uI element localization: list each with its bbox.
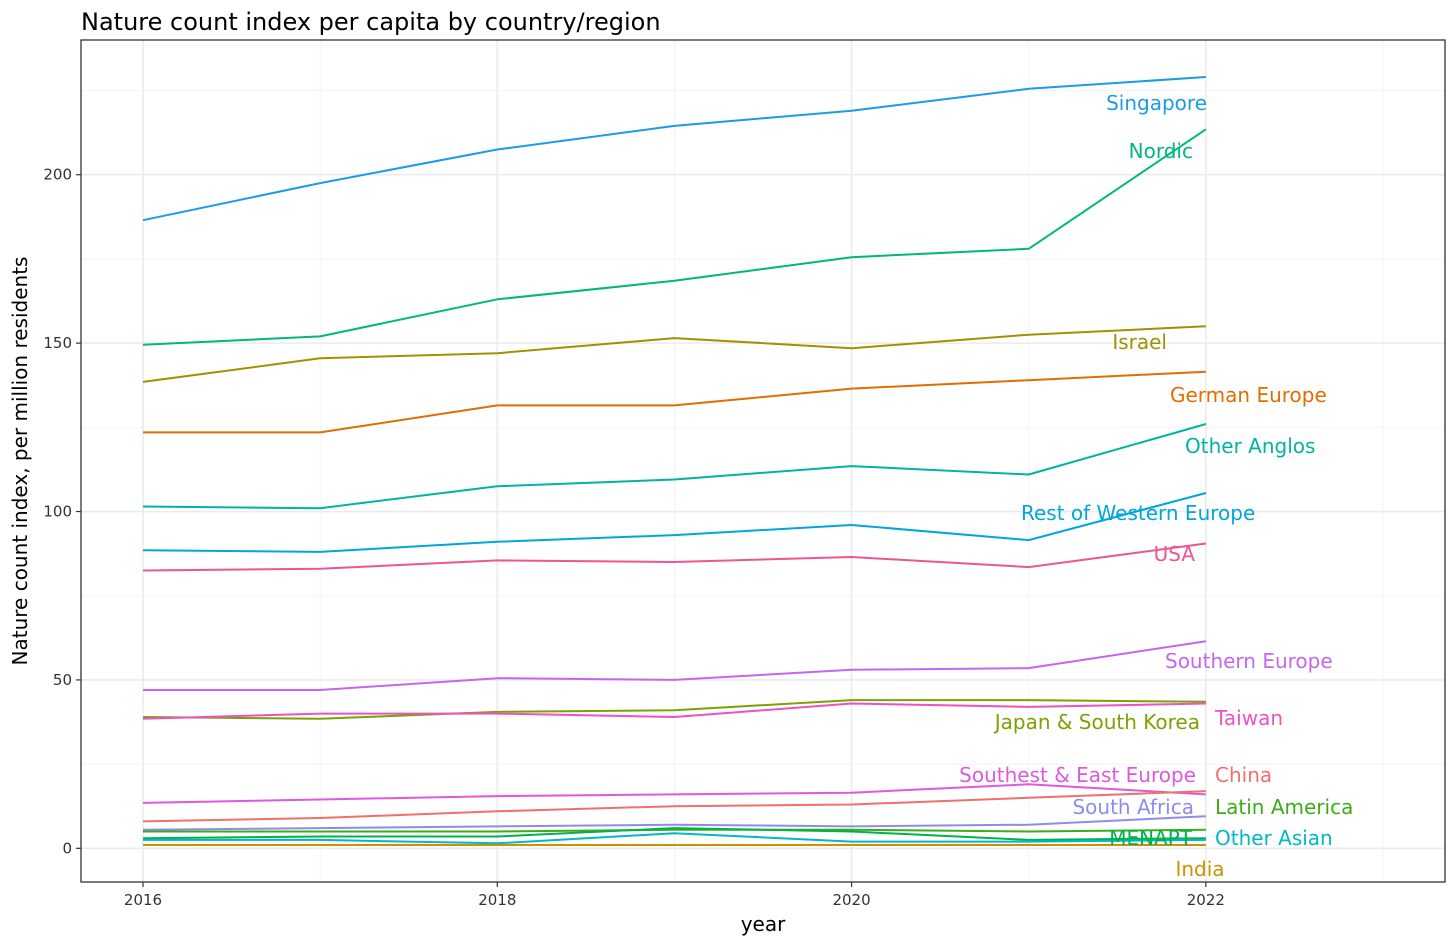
x-tick-label: 2020 xyxy=(832,891,870,909)
series-line xyxy=(142,325,1206,383)
series-label: Taiwan xyxy=(1214,706,1283,730)
series-line xyxy=(142,827,1206,841)
y-tick-label: 50 xyxy=(53,671,72,689)
y-tick-label: 0 xyxy=(62,839,72,857)
series-labels: Singapore Nordic Israel German Europe Other … xyxy=(959,91,1353,881)
series-label: MENAPT xyxy=(1109,826,1193,850)
x-tick-label: 2022 xyxy=(1187,891,1225,909)
y-tick-label: 100 xyxy=(43,503,72,521)
series-label: Singapore xyxy=(1106,91,1207,115)
series-line xyxy=(142,790,1206,823)
series-line xyxy=(143,640,1207,691)
series-label: Other Asian xyxy=(1215,826,1333,850)
series-line xyxy=(142,423,1207,510)
series-line xyxy=(143,370,1206,434)
series-label: Latin America xyxy=(1215,795,1353,819)
series-line xyxy=(142,128,1207,346)
series-line xyxy=(142,699,1206,720)
series-label: Nordic xyxy=(1129,139,1193,163)
series-line xyxy=(142,783,1206,804)
series-line xyxy=(143,832,1206,845)
series-label: USA xyxy=(1154,542,1196,566)
series-lines xyxy=(142,76,1207,846)
series-line xyxy=(142,542,1207,572)
plot-panel xyxy=(81,40,1445,882)
series-label: Rest of Western Europe xyxy=(1021,501,1255,525)
series-label: Japan & South Korea xyxy=(993,710,1200,734)
y-tick-label: 150 xyxy=(43,334,72,352)
series-label: German Europe xyxy=(1170,383,1327,407)
series-line xyxy=(143,828,1206,833)
series-line xyxy=(142,702,1206,720)
x-axis: 2016 2018 2020 2022 xyxy=(124,882,1225,909)
chart-title: Nature count index per capita by country… xyxy=(81,8,661,36)
y-axis-title: Nature count index, per million resident… xyxy=(8,257,32,666)
series-label: Israel xyxy=(1112,330,1167,354)
series-label: Other Anglos xyxy=(1185,434,1315,458)
plot-border xyxy=(80,39,1446,883)
series-label: China xyxy=(1215,763,1272,787)
series-label: Southest & East Europe xyxy=(959,763,1196,787)
series-line xyxy=(142,76,1206,222)
y-axis: 0 50 100 150 200 xyxy=(43,166,81,857)
series-label: Southern Europe xyxy=(1165,649,1333,673)
series-line xyxy=(142,492,1207,553)
y-tick-label: 200 xyxy=(43,166,72,184)
series-line xyxy=(142,815,1206,831)
series-label: South Africa xyxy=(1072,795,1194,819)
x-axis-title: year xyxy=(741,912,786,936)
series-label: India xyxy=(1175,857,1224,881)
x-tick-label: 2016 xyxy=(124,891,162,909)
x-tick-label: 2018 xyxy=(478,891,516,909)
